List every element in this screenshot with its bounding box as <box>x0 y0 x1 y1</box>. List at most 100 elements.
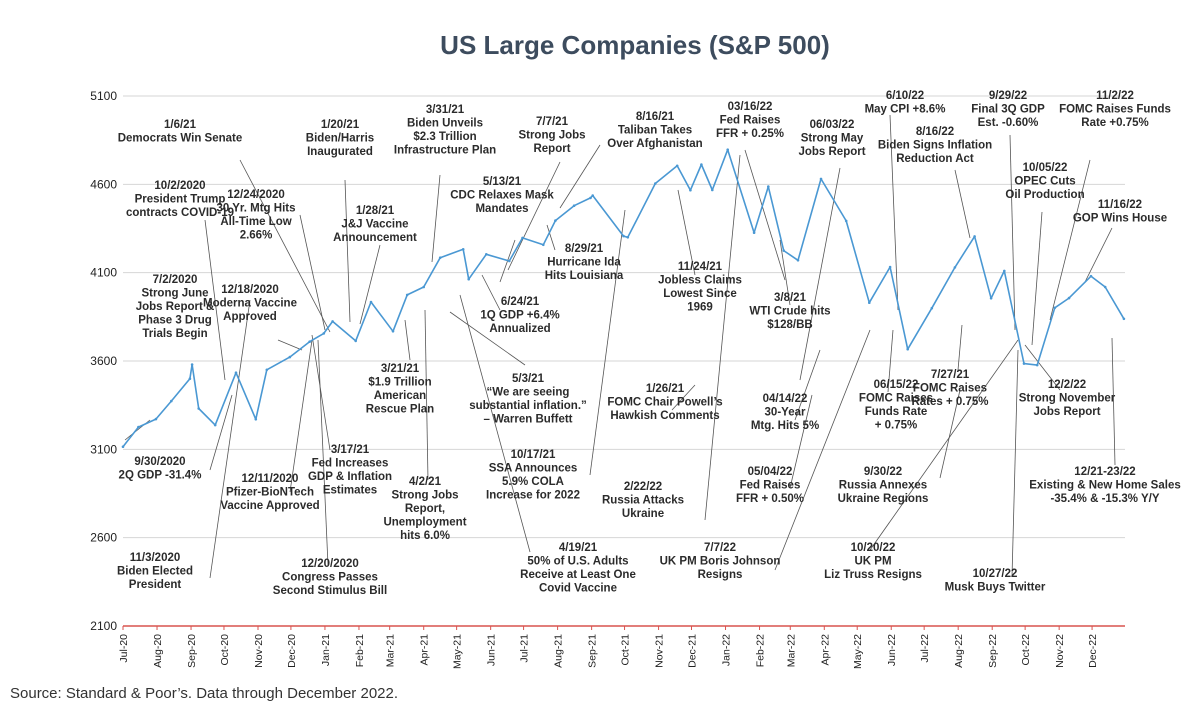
annotation-leader <box>311 334 331 451</box>
annotation-line: $128/BB <box>767 319 812 331</box>
annotation-line: 3/31/21 <box>426 104 465 116</box>
x-tick-label: Jul-20 <box>118 634 130 663</box>
annotation-label: 11/24/21 Jobless Claims Lowest Since 1969 <box>658 261 742 314</box>
price-segment <box>265 356 291 371</box>
annotation-leader <box>459 294 531 553</box>
price-segment <box>288 340 311 358</box>
price-point <box>405 293 409 297</box>
price-point <box>711 188 714 192</box>
price-point <box>265 368 269 372</box>
source-note: Source: Standard & Poor’s. Data through … <box>10 685 399 702</box>
annotation-line: 50% of U.S. Adults <box>527 556 628 568</box>
annotation-line: Receive at Least One <box>520 569 636 581</box>
x-tick-label: Jul-22 <box>919 634 931 663</box>
annotation-label: 10/05/22 OPEC Cuts Oil Production <box>1005 162 1084 201</box>
y-tick-label: 5100 <box>90 89 117 103</box>
annotation-label: 8/16/21 Taliban Takes Over Afghanistan <box>607 111 702 150</box>
annotation-line: Lowest Since <box>663 288 737 300</box>
price-point <box>868 301 871 305</box>
annotation-line: May CPI +8.6% <box>865 104 946 116</box>
annotation-line: Jobs Report & <box>136 301 215 313</box>
annotation-label: 05/04/22 Fed Raises FFR + 0.50% <box>736 466 804 505</box>
annotation-line: GOP Wins House <box>1073 213 1167 225</box>
price-segment <box>591 194 625 237</box>
annotation-leader <box>887 329 894 393</box>
price-point <box>591 194 594 197</box>
price-segment <box>122 426 140 448</box>
price-point <box>844 219 848 223</box>
price-segment <box>322 320 334 335</box>
annotation-line: 3/8/21 <box>774 292 807 304</box>
price-point <box>188 377 192 381</box>
x-tick-label: Dec-20 <box>286 634 298 668</box>
annotation-line: Biden Unveils <box>407 118 483 130</box>
annotation-label: 11/16/22 GOP Wins House <box>1073 199 1167 225</box>
annotation-line: substantial inflation.” <box>469 400 587 412</box>
annotation-line: Strong May <box>801 133 864 145</box>
x-tick-label: Oct-20 <box>219 634 231 666</box>
price-point <box>154 417 158 421</box>
price-point <box>654 182 657 185</box>
annotation-line: J&J Vaccine <box>341 219 408 231</box>
price-point <box>288 355 292 359</box>
annotation-line: GDP & Inflation <box>308 471 392 483</box>
price-point <box>726 148 729 151</box>
price-segment <box>797 178 822 262</box>
price-segment <box>1090 275 1106 288</box>
y-tick-label: 4100 <box>90 266 117 280</box>
annotation-line: 1/6/21 <box>164 119 197 131</box>
annotation-leader <box>939 389 961 479</box>
price-point <box>391 330 395 333</box>
annotation-line: 8/16/21 <box>636 111 675 123</box>
annotation-line: – Warren Buffett <box>483 414 572 426</box>
annotation-line: $2.3 Trillion <box>413 131 476 143</box>
x-tick-label: Oct-21 <box>620 634 632 666</box>
annotation-leader <box>317 339 329 566</box>
annotation-line: Strong Jobs <box>391 490 458 502</box>
price-segment <box>676 165 692 191</box>
x-tick-label: Nov-20 <box>253 634 265 668</box>
annotation-label: 9/29/22 Final 3Q GDP Est. -0.60% <box>971 90 1045 129</box>
price-point <box>467 277 471 281</box>
annotation-leader <box>289 339 313 493</box>
annotation-line: 7/27/21 <box>931 369 970 381</box>
chart-title: US Large Companies (S&P 500) <box>440 30 830 60</box>
annotation-leader <box>299 214 326 331</box>
annotation-leader <box>481 274 501 311</box>
annotation-label: 7/7/22 UK PM Boris Johnson Resigns <box>660 542 781 581</box>
y-axis-ticks: 2100 2600 3100 3600 4100 4600 5100 <box>90 89 117 633</box>
annotation-line: 12/21-23/22 <box>1074 466 1135 478</box>
annotation-label: 8/16/22 Biden Signs Inflation Reduction Ac… <box>878 126 992 165</box>
price-point <box>213 423 217 427</box>
price-point <box>234 371 238 375</box>
annotation-line: Unemployment <box>383 517 466 529</box>
annotation-line: Increase for 2022 <box>486 490 580 502</box>
annotation-label: 10/2/2020 President Trump contracts COVID-… <box>126 180 234 219</box>
annotation-line: Approved <box>223 311 277 323</box>
price-segment <box>767 185 785 252</box>
x-tick-label: Jan-21 <box>320 634 332 666</box>
annotation-leader <box>779 239 791 306</box>
price-point <box>752 231 756 234</box>
annotation-line: WTI Crude hits <box>749 306 830 318</box>
price-segment <box>820 178 848 222</box>
x-tick-label: Jan-22 <box>721 634 733 666</box>
annotation-line: Russia Annexes <box>839 480 927 492</box>
price-point <box>782 249 785 252</box>
price-segment <box>626 182 657 239</box>
annotation-line: + 0.75% <box>875 420 918 432</box>
annotation-line: Hawkish Comments <box>610 410 719 422</box>
annotation-label: 1/26/21 FOMC Chair Powell’s Hawkish Commen… <box>607 383 722 422</box>
price-point <box>308 340 311 344</box>
annotation-leader <box>449 311 526 366</box>
price-segment <box>954 235 976 269</box>
annotation-leader <box>1084 227 1113 283</box>
price-point <box>767 185 770 188</box>
annotation-line: 6/10/22 <box>886 90 924 102</box>
y-tick-label: 2600 <box>90 531 117 545</box>
annotation-leader <box>359 244 381 325</box>
annotation-label: 6/24/21 1Q GDP +6.4% Annualized <box>480 296 559 335</box>
annotation-line: 7/7/22 <box>704 542 736 554</box>
annotation-line: 10/27/22 <box>973 568 1018 580</box>
annotation-label: 11/2/22 FOMC Raises Funds Rate +0.75% <box>1059 90 1171 129</box>
